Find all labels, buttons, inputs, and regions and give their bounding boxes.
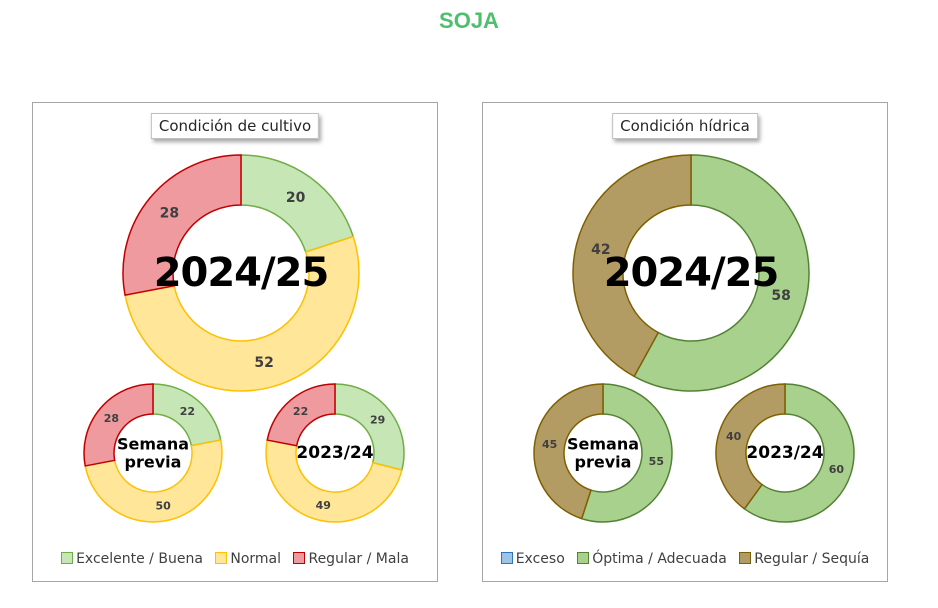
legend-swatch: [500, 552, 513, 564]
chart-title: Condición hídrica: [612, 113, 758, 139]
water-condition-panel: 58 42 2024/25 55 45 Semana previa 60 40 2023/24 C…: [482, 102, 888, 582]
legend-item-regular-sequia: Regular / Sequía: [739, 551, 869, 567]
donut-center-label: previa: [125, 452, 182, 471]
donut-center-label: 2024/25: [604, 250, 779, 296]
donut-segment: [533, 383, 604, 520]
legend-swatch: [577, 552, 590, 564]
donut-segment: [122, 154, 242, 296]
data-label: 42: [591, 242, 610, 258]
donut-segment: [715, 383, 786, 510]
legend-label: Exceso: [515, 551, 565, 567]
data-label: 22: [293, 405, 308, 418]
legend-label: Óptima / Adecuada: [592, 551, 727, 567]
legend-swatch: [739, 552, 752, 564]
data-label: 55: [649, 455, 664, 468]
donut-segment: [334, 383, 405, 472]
legend-swatch: [61, 552, 74, 564]
data-label: 49: [316, 499, 331, 512]
data-label: 20: [286, 190, 306, 206]
data-label: 45: [542, 438, 557, 451]
legend-item-excelente-buena: Excelente / Buena: [61, 551, 203, 567]
legend-label: Regular / Mala: [308, 551, 409, 567]
legend: Exceso Óptima / Adecuada Regular / Sequí…: [483, 551, 887, 567]
donut-segment: [580, 383, 673, 523]
donut-segment: [572, 154, 692, 378]
donut-segment: [84, 439, 223, 523]
donut-segment: [633, 154, 810, 392]
data-label: 50: [155, 500, 171, 513]
donut-segment: [743, 383, 855, 523]
chart-title: Condición de cultivo: [150, 113, 320, 139]
legend-item-regular-mala: Regular / Mala: [293, 551, 409, 567]
data-label: 28: [160, 206, 179, 222]
data-label: 29: [370, 413, 385, 426]
donut-center-label: Semana: [567, 435, 639, 454]
data-label: 58: [771, 288, 790, 304]
data-label: 52: [254, 355, 273, 371]
legend-item-normal: Normal: [215, 551, 281, 567]
legend-label: Excelente / Buena: [76, 551, 203, 567]
donut-segment: [124, 235, 360, 392]
page-title: SOJA: [439, 8, 499, 33]
donut-segment: [266, 383, 336, 447]
data-label: 28: [104, 412, 119, 425]
donut-center-label: 2023/24: [296, 443, 373, 463]
legend-swatch: [293, 552, 306, 564]
data-label: 40: [726, 430, 742, 443]
legend-item-exceso: Exceso: [500, 551, 565, 567]
crop-condition-panel: 20 52 28 2024/25 22 50 28 Semana previa 29 49 22 202…: [32, 102, 438, 582]
donut-segment: [83, 383, 154, 467]
donut-segment: [265, 439, 403, 523]
legend-swatch: [215, 552, 228, 564]
donut-center-label: 2024/25: [154, 250, 329, 296]
donut-center-label: Semana: [117, 435, 189, 454]
data-label: 22: [180, 405, 195, 418]
donut-center-label: previa: [575, 452, 632, 471]
legend-label: Normal: [230, 551, 282, 567]
donut-center-label: 2023/24: [746, 443, 823, 463]
legend-item-optima-adecuada: Óptima / Adecuada: [577, 551, 727, 567]
data-label: 60: [829, 463, 845, 476]
legend-label: Regular / Sequía: [754, 551, 870, 567]
legend: Excelente / Buena Normal Regular / Mala: [33, 551, 437, 567]
